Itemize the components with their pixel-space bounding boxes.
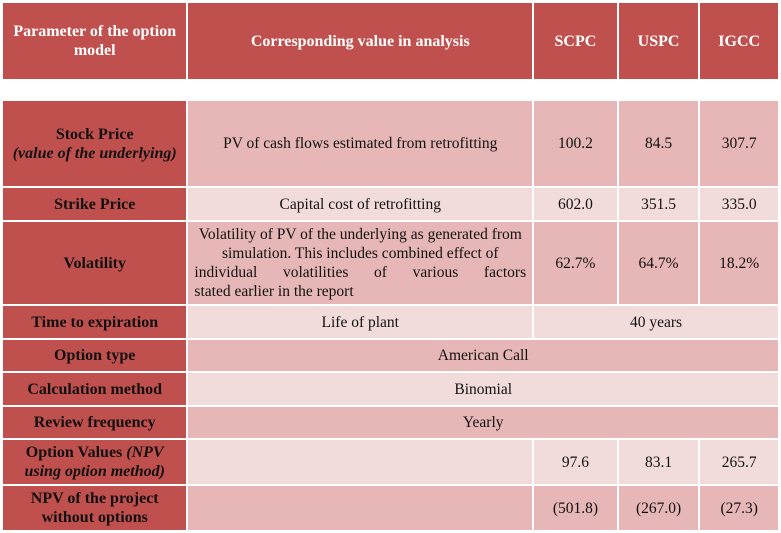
param-strike-price: Strike Price (3, 188, 187, 220)
param-option-values-italic: (NPV using option method) (24, 444, 165, 480)
value-option-values (188, 440, 533, 484)
header-uspc: USPC (618, 3, 699, 79)
uspc-stock-price: 84.5 (618, 101, 699, 186)
value-option-type: American Call (188, 340, 778, 371)
value-stock-price: PV of cash flows estimated from retrofit… (188, 101, 533, 186)
row-time-to-expiration: Time to expiration Life of plant 40 year… (3, 306, 778, 338)
value-calculation-method: Binomial (188, 373, 778, 405)
param-volatility: Volatility (3, 222, 187, 304)
uspc-volatility: 64.7% (618, 222, 699, 304)
igcc-volatility: 18.2% (700, 222, 778, 304)
row-stock-price: Stock Price (value of the underlying) PV… (3, 101, 778, 186)
span-time-to-expiration: 40 years (534, 306, 778, 338)
value-npv-without-options (188, 486, 533, 530)
uspc-npv-without-options: (267.0) (618, 486, 699, 530)
param-stock-price: Stock Price (value of the underlying) (3, 101, 187, 186)
param-stock-price-sub: (value of the underlying) (12, 144, 177, 162)
igcc-stock-price: 307.7 (700, 101, 778, 186)
header-parameter: Parameter of the option model (3, 3, 187, 79)
uspc-strike-price: 351.5 (618, 188, 699, 220)
header-igcc: IGCC (700, 3, 778, 79)
value-volatility-last: stated earlier in the report (194, 283, 354, 300)
header-divider (3, 81, 778, 99)
param-option-type: Option type (3, 340, 187, 371)
value-volatility: Volatility of PV of the underlying as ge… (188, 222, 533, 304)
row-option-values: Option Values (NPV using option method) … (3, 440, 778, 484)
row-volatility: Volatility Volatility of PV of the under… (3, 222, 778, 304)
param-review-frequency: Review frequency (3, 407, 187, 438)
param-time-to-expiration: Time to expiration (3, 306, 187, 338)
param-calculation-method: Calculation method (3, 373, 187, 405)
divider-cell (3, 81, 778, 99)
scpc-volatility: 62.7% (534, 222, 617, 304)
igcc-npv-without-options: (27.3) (700, 486, 778, 530)
value-time-to-expiration: Life of plant (188, 306, 533, 338)
header-scpc: SCPC (534, 3, 617, 79)
row-review-frequency: Review frequency Yearly (3, 407, 778, 438)
scpc-npv-without-options: (501.8) (534, 486, 617, 530)
scpc-option-values: 97.6 (534, 440, 617, 484)
scpc-strike-price: 602.0 (534, 188, 617, 220)
row-strike-price: Strike Price Capital cost of retrofittin… (3, 188, 778, 220)
row-calculation-method: Calculation method Binomial (3, 373, 778, 405)
param-npv-without-options: NPV of the project without options (3, 486, 187, 530)
row-option-type: Option type American Call (3, 340, 778, 371)
value-review-frequency: Yearly (188, 407, 778, 438)
uspc-option-values: 83.1 (618, 440, 699, 484)
header-corresponding-value: Corresponding value in analysis (188, 3, 533, 79)
param-option-values: Option Values (NPV using option method) (3, 440, 187, 484)
igcc-strike-price: 335.0 (700, 188, 778, 220)
value-volatility-main: Volatility of PV of the underlying as ge… (194, 226, 527, 281)
header-row: Parameter of the option model Correspond… (3, 3, 778, 79)
value-strike-price: Capital cost of retrofitting (188, 188, 533, 220)
scpc-stock-price: 100.2 (534, 101, 617, 186)
param-stock-price-label: Stock Price (55, 125, 134, 143)
param-option-values-label: Option Values (25, 444, 123, 461)
igcc-option-values: 265.7 (700, 440, 778, 484)
row-npv-without-options: NPV of the project without options (501.… (3, 486, 778, 530)
